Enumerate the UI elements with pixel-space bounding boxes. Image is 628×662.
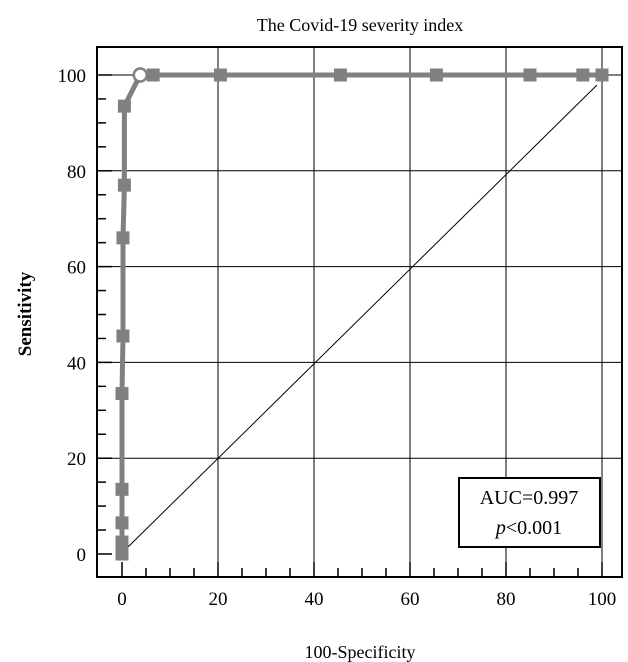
roc-point [146, 68, 160, 82]
roc-point [213, 68, 227, 82]
roc-point [116, 329, 130, 343]
roc-point [115, 535, 129, 549]
x-tick-label: 60 [401, 589, 420, 610]
auc-value: AUC=0.997 [480, 487, 579, 509]
x-tick-label: 0 [117, 589, 127, 610]
roc-point [117, 178, 131, 192]
roc-point [115, 516, 129, 530]
y-tick-label: 0 [77, 545, 87, 566]
series [115, 67, 609, 561]
x-tick-label: 40 [305, 589, 324, 610]
axis-ticks [97, 74, 603, 577]
x-tick-label: 20 [209, 589, 228, 610]
y-tick-label: 100 [58, 66, 87, 87]
roc-point [115, 547, 129, 561]
x-tick-label: 80 [497, 589, 516, 610]
p-symbol: p [494, 517, 506, 539]
x-tick-label: 100 [588, 589, 617, 610]
chart-title: The Covid-19 severity index [257, 15, 463, 35]
p-value-text: <0.001 [506, 517, 562, 539]
auc-annotation-box: AUC=0.997 p<0.001 [458, 477, 601, 548]
reference-diagonal-line [126, 84, 598, 549]
roc-point [117, 99, 131, 113]
x-axis-title: 100-Specificity [305, 642, 416, 662]
roc-point [333, 68, 347, 82]
y-tick-label: 80 [67, 162, 86, 183]
roc-point [115, 387, 129, 401]
roc-optimal-point [132, 67, 148, 83]
y-tick-label: 60 [67, 258, 86, 279]
tick-labels: 0 20 40 60 80 100 0 20 40 60 80 100 [58, 66, 617, 610]
plot-frame [96, 46, 623, 578]
roc-point [116, 231, 130, 245]
roc-point [523, 68, 537, 82]
p-value: p<0.001 [494, 517, 562, 539]
roc-point [576, 68, 590, 82]
roc-point [429, 68, 443, 82]
y-axis-title: Sensitivity [15, 271, 36, 356]
y-tick-label: 20 [67, 449, 86, 470]
y-tick-label: 40 [67, 353, 86, 374]
roc-point [115, 482, 129, 496]
roc-point [595, 68, 609, 82]
